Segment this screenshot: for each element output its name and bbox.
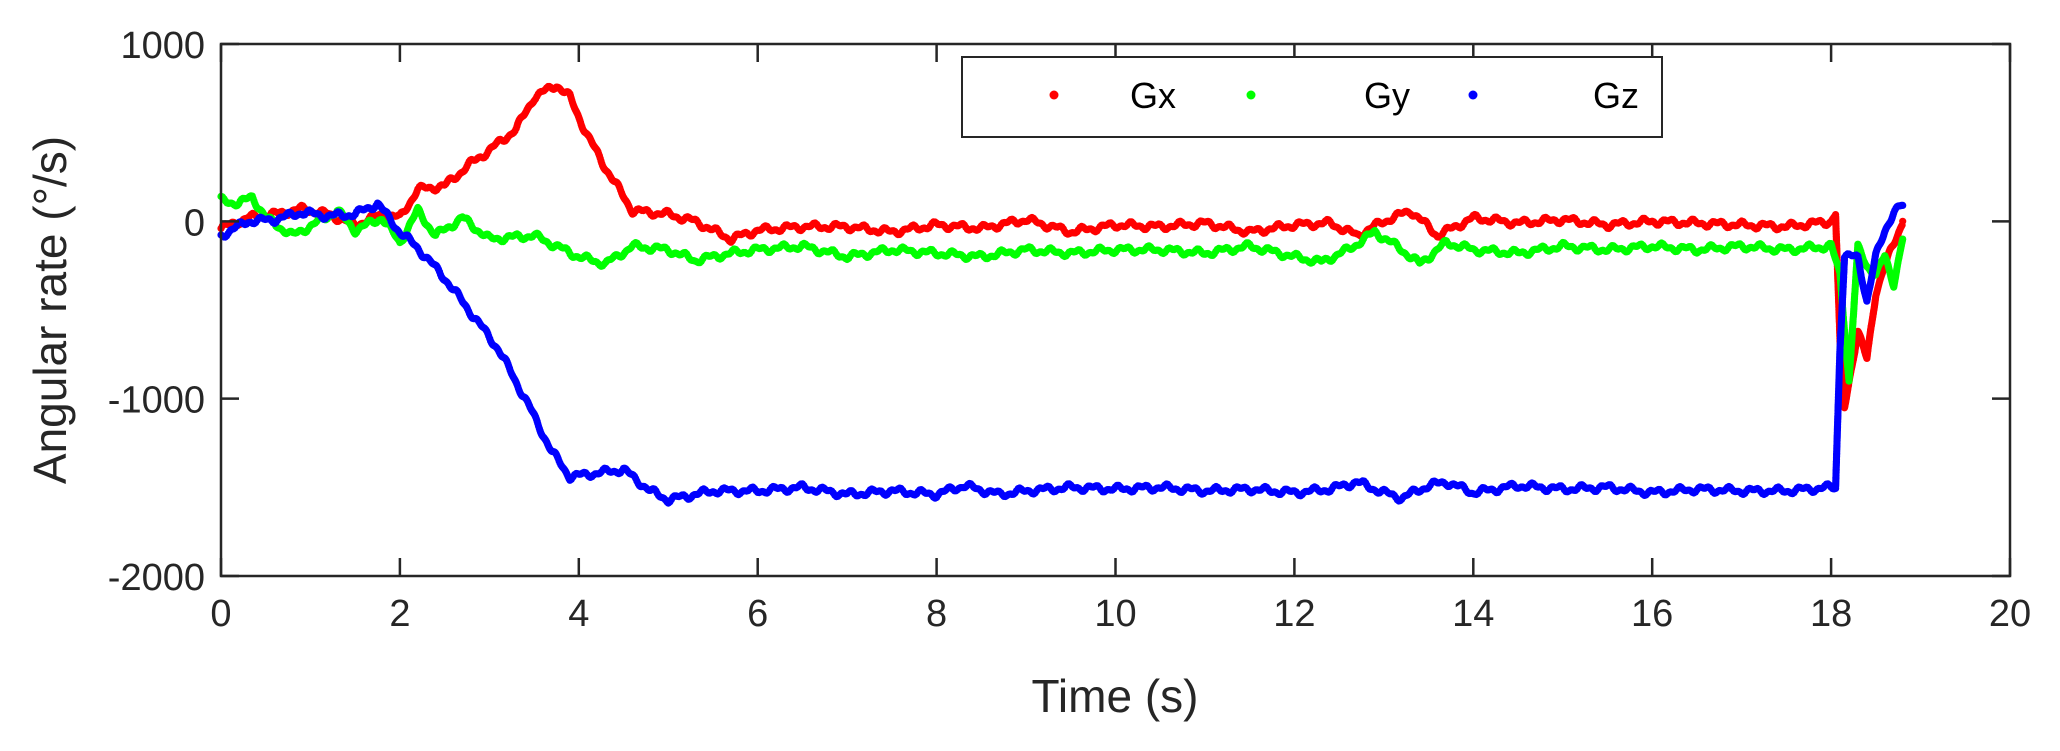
tick-layer: 0 2 4 6 8 10 12 14 16 18 20 -2000 -1000 0 1000 — [108, 25, 2031, 635]
x-tick-label: 14 — [1452, 593, 1494, 635]
point-gz — [1899, 201, 1907, 209]
y-tick-label: -2000 — [108, 557, 205, 599]
x-tick-label: 8 — [926, 593, 947, 635]
series-layer — [217, 82, 1907, 507]
legend-label-gz: Gz — [1593, 75, 1639, 116]
x-axis-label: Time (s) — [1032, 670, 1199, 722]
legend-marker-gy — [1246, 90, 1256, 100]
legend-label-gx: Gx — [1130, 75, 1176, 116]
point-gy — [1899, 235, 1907, 243]
x-tick-label: 10 — [1094, 593, 1136, 635]
legend-label-gy: Gy — [1364, 75, 1410, 116]
x-tick-label: 20 — [1989, 593, 2031, 635]
x-tick-label: 18 — [1810, 593, 1852, 635]
series-gy — [217, 192, 1907, 385]
legend-marker-gx — [1049, 90, 1059, 100]
series-gz — [217, 199, 1907, 507]
y-tick-label: -1000 — [108, 380, 205, 422]
x-tick-label: 4 — [568, 593, 589, 635]
legend-box — [961, 56, 1663, 138]
x-tick-label: 2 — [389, 593, 410, 635]
x-tick-label: 16 — [1631, 593, 1673, 635]
series-gx — [217, 82, 1907, 412]
point-gx — [1899, 217, 1907, 225]
legend-marker-gz — [1468, 90, 1478, 100]
y-axis-label: Angular rate (°/s) — [24, 136, 76, 484]
x-tick-label: 6 — [747, 593, 768, 635]
x-tick-label: 12 — [1273, 593, 1315, 635]
y-tick-label: 0 — [184, 202, 205, 244]
legend: Gx Gy Gz — [961, 56, 1663, 138]
y-tick-label: 1000 — [120, 25, 205, 67]
x-tick-label: 0 — [210, 593, 231, 635]
